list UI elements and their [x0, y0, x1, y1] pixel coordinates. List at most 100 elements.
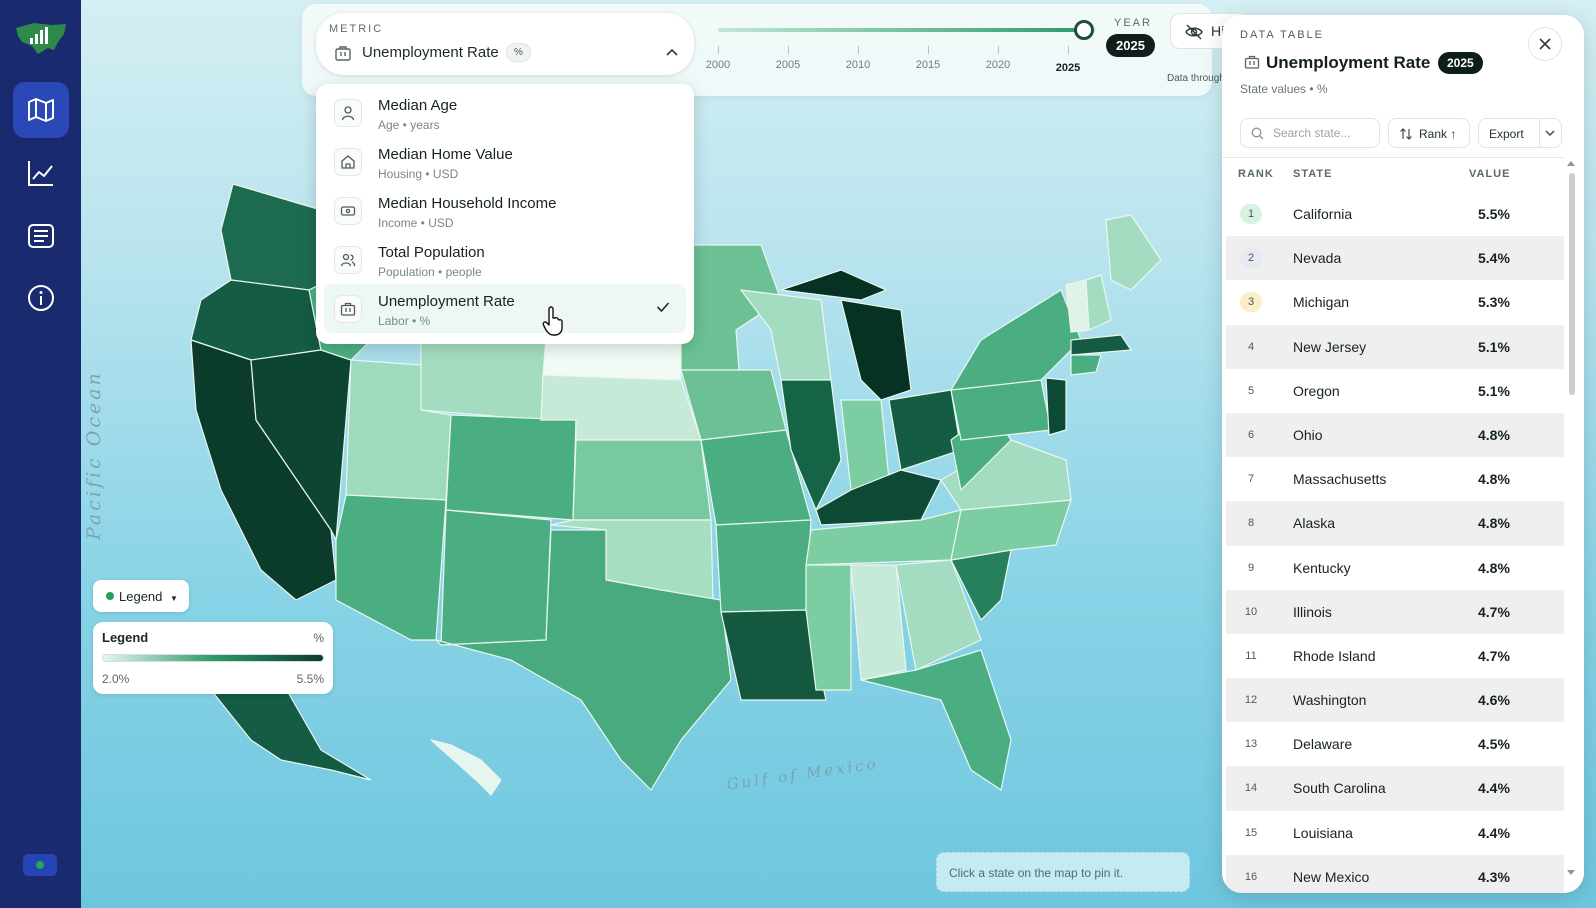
table-row[interactable]: 1 California 5.5% — [1226, 192, 1564, 236]
table-row[interactable]: 15 Louisiana 4.4% — [1226, 811, 1564, 855]
search-placeholder: Search state... — [1273, 126, 1351, 140]
rank-badge: 3 — [1240, 292, 1262, 313]
legend-toggle-label: Legend — [119, 589, 163, 604]
state-name-cell: Louisiana — [1293, 824, 1353, 841]
year-tick — [788, 46, 789, 54]
sort-rank-label: Rank ↑ — [1419, 127, 1457, 141]
export-label: Export — [1489, 127, 1524, 141]
table-scrollbar[interactable] — [1564, 157, 1578, 879]
metric-option-total-population[interactable]: Total Population Population • people — [324, 235, 686, 284]
year-tick — [718, 46, 719, 54]
column-rank-header[interactable]: RANK — [1238, 168, 1274, 180]
table-row[interactable]: 8 Alaska 4.8% — [1226, 501, 1564, 546]
status-indicator — [23, 854, 57, 876]
people-icon — [334, 246, 362, 274]
state-connecticut — [1070, 354, 1102, 376]
year-tick-label[interactable]: 2010 — [845, 59, 871, 71]
column-state-header[interactable]: STATE — [1293, 168, 1333, 180]
state-name-cell: Ohio — [1293, 426, 1323, 443]
us-map-svg[interactable] — [81, 0, 1596, 908]
value-cell: 4.3% — [1478, 868, 1510, 885]
table-row[interactable]: 10 Illinois 4.7% — [1226, 589, 1564, 634]
year-tick-label[interactable]: 2015 — [915, 59, 941, 71]
sort-rank-button[interactable]: Rank ↑ — [1388, 118, 1470, 148]
metric-option-median-household-income[interactable]: Median Household Income Income • USD — [324, 186, 686, 235]
hide-button-label: Hi — [1211, 23, 1225, 39]
search-icon — [1251, 127, 1264, 140]
chevron-up-icon[interactable] — [665, 47, 679, 57]
state-new-hampshire — [1085, 274, 1112, 331]
year-tick — [928, 46, 929, 54]
table-row[interactable]: 13 Delaware 4.5% — [1226, 722, 1564, 766]
chevron-down-icon[interactable] — [1545, 129, 1555, 137]
rank-badge: 8 — [1247, 517, 1255, 530]
rank-badge: 12 — [1244, 694, 1258, 707]
metric-option-median-home-value[interactable]: Median Home Value Housing • USD — [324, 137, 686, 186]
home-icon — [334, 148, 362, 176]
rank-badge: 10 — [1244, 605, 1258, 618]
nav-trends-button[interactable] — [13, 145, 69, 201]
year-tick-label[interactable]: 2000 — [705, 59, 731, 71]
table-row[interactable]: 11 Rhode Island 4.7% — [1226, 634, 1564, 678]
value-cell: 4.8% — [1478, 559, 1510, 576]
table-row[interactable]: 5 Oregon 5.1% — [1226, 369, 1564, 413]
state-maine — [1105, 214, 1162, 291]
table-row[interactable]: 4 New Jersey 5.1% — [1226, 324, 1564, 369]
metric-option-median-age[interactable]: Median Age Age • years — [324, 88, 686, 137]
table-row[interactable]: 7 Massachusetts 4.8% — [1226, 457, 1564, 501]
state-search-input[interactable]: Search state... — [1240, 118, 1380, 148]
nav-info-button[interactable] — [13, 270, 69, 326]
state-name-cell: South Carolina — [1293, 780, 1386, 797]
table-header: RANK STATE VALUE — [1222, 157, 1564, 191]
eye-off-icon — [1185, 24, 1203, 40]
table-row[interactable]: 12 Washington 4.6% — [1226, 678, 1564, 723]
caret-down-icon: ▼ — [170, 594, 178, 603]
year-slider-thumb[interactable] — [1074, 20, 1094, 40]
scroll-up-icon[interactable] — [1564, 159, 1578, 167]
list-icon — [28, 224, 54, 248]
rank-badge: 9 — [1247, 561, 1255, 574]
table-row[interactable]: 3 Michigan 5.3% — [1226, 280, 1564, 324]
year-tick-label[interactable]: 2025 — [1055, 62, 1081, 74]
year-slider-fill — [718, 28, 1084, 32]
value-cell: 4.7% — [1478, 647, 1510, 664]
app-logo-icon[interactable] — [14, 20, 68, 56]
metric-select[interactable]: METRIC Unemployment Rate % — [316, 13, 694, 75]
metric-option-title: Unemployment Rate — [378, 293, 515, 310]
value-cell: 5.5% — [1478, 206, 1510, 222]
legend-toggle[interactable]: Legend ▼ — [93, 580, 189, 612]
year-tick-label[interactable]: 2005 — [775, 59, 801, 71]
scrollbar-thumb[interactable] — [1569, 173, 1575, 395]
column-value-header[interactable]: VALUE — [1469, 168, 1511, 180]
legend-unit: % — [313, 631, 324, 645]
table-row[interactable]: 16 New Mexico 4.3% — [1226, 854, 1564, 893]
table-body: 1 California 5.5% 2 Nevada 5.4% 3 Michigan 5.3% 4… — [1226, 192, 1564, 893]
map-icon — [28, 98, 54, 122]
state-name-cell: Alaska — [1293, 515, 1336, 532]
close-panel-button[interactable] — [1528, 27, 1562, 61]
value-cell: 5.1% — [1478, 382, 1510, 399]
table-row[interactable]: 2 Nevada 5.4% — [1226, 236, 1564, 281]
banknote-icon — [334, 197, 362, 225]
table-row[interactable]: 14 South Carolina 4.4% — [1226, 766, 1564, 811]
table-row[interactable]: 6 Ohio 4.8% — [1226, 412, 1564, 458]
nav-map-button[interactable] — [13, 82, 69, 138]
export-button[interactable]: Export — [1478, 118, 1562, 148]
state-massachusetts — [1070, 334, 1132, 356]
sort-icon — [1400, 128, 1412, 140]
state-wisconsin — [740, 289, 832, 381]
value-cell: 5.1% — [1478, 338, 1510, 355]
panel-title: Unemployment Rate — [1266, 53, 1431, 72]
metric-option-title: Median Age — [378, 97, 458, 114]
year-slider[interactable]: 2000 2005 2010 2015 2020 2025 — [706, 20, 1106, 84]
year-tick-label[interactable]: 2020 — [985, 59, 1011, 71]
briefcase-icon — [1244, 55, 1260, 69]
scroll-down-icon[interactable] — [1564, 869, 1578, 877]
metric-unit-pill: % — [506, 43, 531, 62]
table-row[interactable]: 9 Kentucky 4.8% — [1226, 546, 1564, 590]
nav-list-button[interactable] — [13, 208, 69, 264]
metric-option-unemployment-rate[interactable]: Unemployment Rate Labor • % — [324, 284, 686, 333]
year-tick — [858, 46, 859, 54]
panel-year-badge: 2025 — [1438, 52, 1483, 74]
info-icon — [28, 285, 54, 311]
